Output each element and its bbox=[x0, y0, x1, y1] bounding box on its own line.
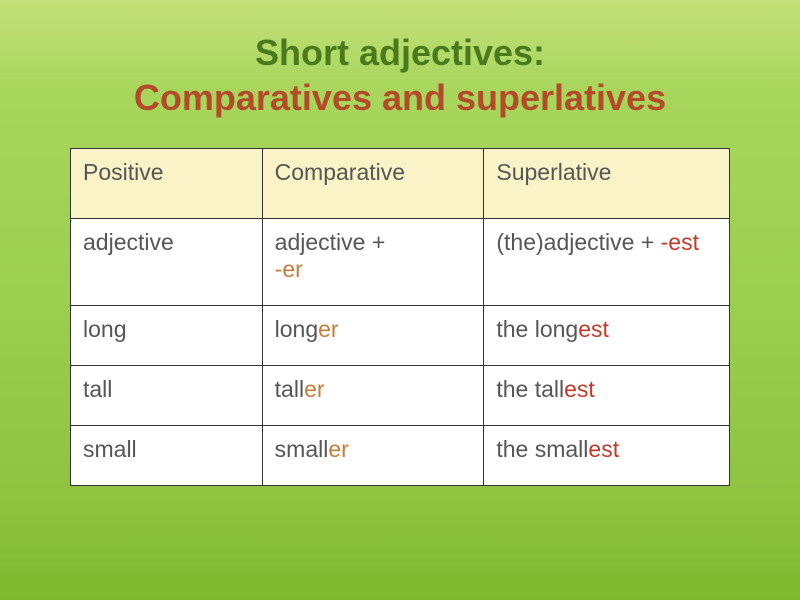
rule-comparative: adjective + -er bbox=[262, 219, 484, 306]
sup-base: tall bbox=[535, 376, 564, 402]
table-row: long longer the longest bbox=[71, 306, 730, 366]
sup-base: small bbox=[535, 436, 589, 462]
cell-comparative: longer bbox=[262, 306, 484, 366]
comp-base: tall bbox=[275, 376, 304, 402]
title-line-2: Comparatives and superlatives bbox=[134, 75, 666, 120]
rule-positive: adjective bbox=[71, 219, 263, 306]
cell-comparative: smaller bbox=[262, 426, 484, 486]
rule-comp-suffix: -er bbox=[275, 256, 303, 282]
cell-superlative: the longest bbox=[484, 306, 730, 366]
sup-prefix: the bbox=[496, 316, 534, 342]
header-positive: Positive bbox=[71, 149, 263, 219]
cell-superlative: the smallest bbox=[484, 426, 730, 486]
sup-base: long bbox=[535, 316, 578, 342]
sup-suffix: est bbox=[564, 376, 595, 402]
comp-suffix: er bbox=[304, 376, 324, 402]
sup-prefix: the bbox=[496, 376, 534, 402]
sup-prefix: the bbox=[496, 436, 534, 462]
table-header-row: Positive Comparative Superlative bbox=[71, 149, 730, 219]
rule-sup-suffix: -est bbox=[661, 229, 699, 255]
cell-positive: long bbox=[71, 306, 263, 366]
header-comparative: Comparative bbox=[262, 149, 484, 219]
comp-suffix: er bbox=[328, 436, 348, 462]
table-row: tall taller the tallest bbox=[71, 366, 730, 426]
comp-suffix: er bbox=[318, 316, 338, 342]
grammar-table: Positive Comparative Superlative adjecti… bbox=[70, 148, 730, 486]
sup-suffix: est bbox=[588, 436, 619, 462]
title-line-1: Short adjectives: bbox=[134, 30, 666, 75]
slide-title: Short adjectives: Comparatives and super… bbox=[134, 30, 666, 120]
comp-base: long bbox=[275, 316, 318, 342]
sup-suffix: est bbox=[578, 316, 609, 342]
header-superlative: Superlative bbox=[484, 149, 730, 219]
rule-sup-base: (the)adjective + bbox=[496, 229, 660, 255]
cell-positive: small bbox=[71, 426, 263, 486]
table-rule-row: adjective adjective + -er (the)adjective… bbox=[71, 219, 730, 306]
rule-comp-base: adjective + bbox=[275, 229, 386, 255]
rule-superlative: (the)adjective + -est bbox=[484, 219, 730, 306]
comp-base: small bbox=[275, 436, 329, 462]
table-row: small smaller the smallest bbox=[71, 426, 730, 486]
cell-positive: tall bbox=[71, 366, 263, 426]
cell-comparative: taller bbox=[262, 366, 484, 426]
cell-superlative: the tallest bbox=[484, 366, 730, 426]
